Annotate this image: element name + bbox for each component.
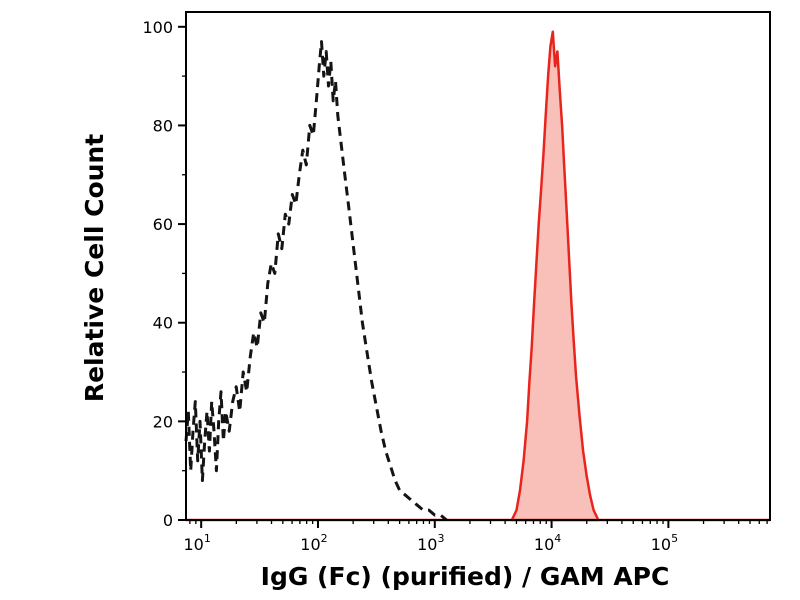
y-tick-label: 0 bbox=[163, 511, 173, 530]
y-tick-label: 20 bbox=[153, 412, 173, 431]
x-tick-label: 102 bbox=[300, 532, 327, 554]
y-tick-label: 80 bbox=[153, 116, 173, 135]
x-tick-label: 101 bbox=[184, 532, 211, 554]
y-tick-label: 100 bbox=[142, 18, 173, 37]
y-tick-label: 60 bbox=[153, 215, 173, 234]
x-tick-label: 104 bbox=[534, 532, 561, 554]
plot-frame bbox=[185, 11, 771, 521]
x-tick-label: 105 bbox=[651, 532, 678, 554]
plot-layer: 101 102 103 104 105 0 20 40 60 80 100 bbox=[142, 11, 771, 554]
x-axis-title: IgG (Fc) (purified) / GAM APC bbox=[261, 562, 670, 591]
series-filled-1 bbox=[510, 30, 600, 522]
y-tick-label: 40 bbox=[153, 314, 173, 333]
x-tick-label: 103 bbox=[417, 532, 444, 554]
y-axis-title: Relative Cell Count bbox=[80, 134, 109, 402]
series-dashed-0 bbox=[184, 40, 448, 522]
